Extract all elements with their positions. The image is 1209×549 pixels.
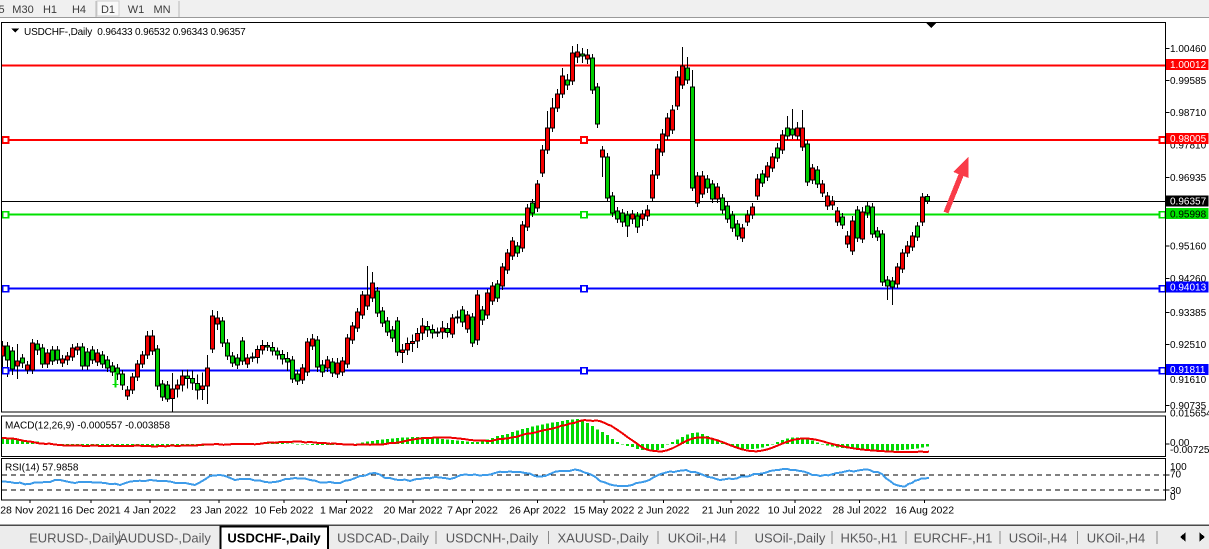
svg-text:0.96935: 0.96935 xyxy=(1170,173,1207,184)
svg-text:0.94260: 0.94260 xyxy=(1170,274,1207,285)
svg-text:15 May 2022: 15 May 2022 xyxy=(574,505,635,517)
svg-text:USOil-,Daily: USOil-,Daily xyxy=(755,531,826,546)
svg-text:H4: H4 xyxy=(72,4,86,16)
svg-text:26 Apr 2022: 26 Apr 2022 xyxy=(509,505,566,517)
svg-text:100: 100 xyxy=(1170,462,1187,473)
svg-text:M30: M30 xyxy=(12,4,33,16)
svg-text:0.91811: 0.91811 xyxy=(1170,365,1206,376)
svg-text:USDCNH-,Daily: USDCNH-,Daily xyxy=(446,531,539,546)
svg-text:0.015654: 0.015654 xyxy=(1170,409,1209,420)
svg-text:0.93385: 0.93385 xyxy=(1170,308,1207,319)
svg-text:2 Jun 2022: 2 Jun 2022 xyxy=(638,505,690,517)
svg-text:4 Jan 2022: 4 Jan 2022 xyxy=(124,505,176,517)
svg-text:0.96357: 0.96357 xyxy=(1170,196,1207,207)
svg-text:MN: MN xyxy=(153,4,170,16)
svg-text:-0.007259: -0.007259 xyxy=(1170,445,1209,456)
svg-text:USDCHF-,Daily: USDCHF-,Daily xyxy=(227,531,321,546)
svg-text:20 Mar 2022: 20 Mar 2022 xyxy=(384,505,443,517)
svg-text:10 Feb 2022: 10 Feb 2022 xyxy=(255,505,314,517)
svg-text:0.94013: 0.94013 xyxy=(1170,283,1207,294)
svg-text:30: 30 xyxy=(1170,486,1182,497)
svg-text:16 Aug 2022: 16 Aug 2022 xyxy=(895,505,954,517)
svg-text:AUDUSD-,Daily: AUDUSD-,Daily xyxy=(119,531,211,546)
svg-text:0.90735: 0.90735 xyxy=(1170,401,1207,412)
svg-text:10 Jul 2022: 10 Jul 2022 xyxy=(768,505,822,517)
svg-text:21 Jun 2022: 21 Jun 2022 xyxy=(702,505,760,517)
svg-text:USDCAD-,Daily: USDCAD-,Daily xyxy=(337,531,429,546)
svg-text:1 Mar 2022: 1 Mar 2022 xyxy=(320,505,373,517)
svg-text:USDCHF-,Daily 0.96433 0.96532: USDCHF-,Daily 0.96433 0.96532 0.96343 0.… xyxy=(24,27,246,38)
svg-text:0.97810: 0.97810 xyxy=(1170,140,1207,151)
svg-text:M5: M5 xyxy=(0,4,5,16)
svg-text:0.98710: 0.98710 xyxy=(1170,108,1207,119)
svg-text:16 Dec 2021: 16 Dec 2021 xyxy=(61,505,121,517)
svg-text:0.99585: 0.99585 xyxy=(1170,76,1207,87)
svg-text:0.92510: 0.92510 xyxy=(1170,340,1207,351)
svg-text:23 Jan 2022: 23 Jan 2022 xyxy=(190,505,248,517)
svg-text:D1: D1 xyxy=(101,4,115,16)
svg-text:USOil-,H4: USOil-,H4 xyxy=(1009,531,1068,546)
svg-text:0.95160: 0.95160 xyxy=(1170,241,1207,252)
svg-text:W1: W1 xyxy=(128,4,145,16)
svg-text:MACD(12,26,9) -0.000557 -0.003: MACD(12,26,9) -0.000557 -0.003858 xyxy=(5,421,171,432)
svg-text:EURCHF-,H1: EURCHF-,H1 xyxy=(914,531,993,546)
svg-text:RSI(14) 57.9858: RSI(14) 57.9858 xyxy=(5,463,79,474)
svg-text:28 Nov 2021: 28 Nov 2021 xyxy=(0,505,60,517)
svg-text:EURUSD-,Daily: EURUSD-,Daily xyxy=(29,531,121,546)
svg-text:0.95998: 0.95998 xyxy=(1170,209,1207,220)
svg-text:XAUUSD-,Daily: XAUUSD-,Daily xyxy=(557,531,649,546)
svg-text:UKOil-,H4: UKOil-,H4 xyxy=(1087,531,1146,546)
svg-text:H1: H1 xyxy=(43,4,57,16)
svg-text:0.91610: 0.91610 xyxy=(1170,375,1207,386)
svg-text:1.00012: 1.00012 xyxy=(1170,60,1207,71)
svg-text:UKOil-,H4: UKOil-,H4 xyxy=(668,531,727,546)
svg-text:1.00460: 1.00460 xyxy=(1170,44,1207,55)
svg-text:HK50-,H1: HK50-,H1 xyxy=(840,531,897,546)
svg-text:70: 70 xyxy=(1170,469,1182,480)
svg-text:0.98005: 0.98005 xyxy=(1170,134,1207,145)
svg-text:0: 0 xyxy=(1170,492,1176,503)
svg-text:7 Apr 2022: 7 Apr 2022 xyxy=(447,505,498,517)
svg-text:28 Jul 2022: 28 Jul 2022 xyxy=(832,505,886,517)
svg-text:0.00: 0.00 xyxy=(1170,438,1190,449)
